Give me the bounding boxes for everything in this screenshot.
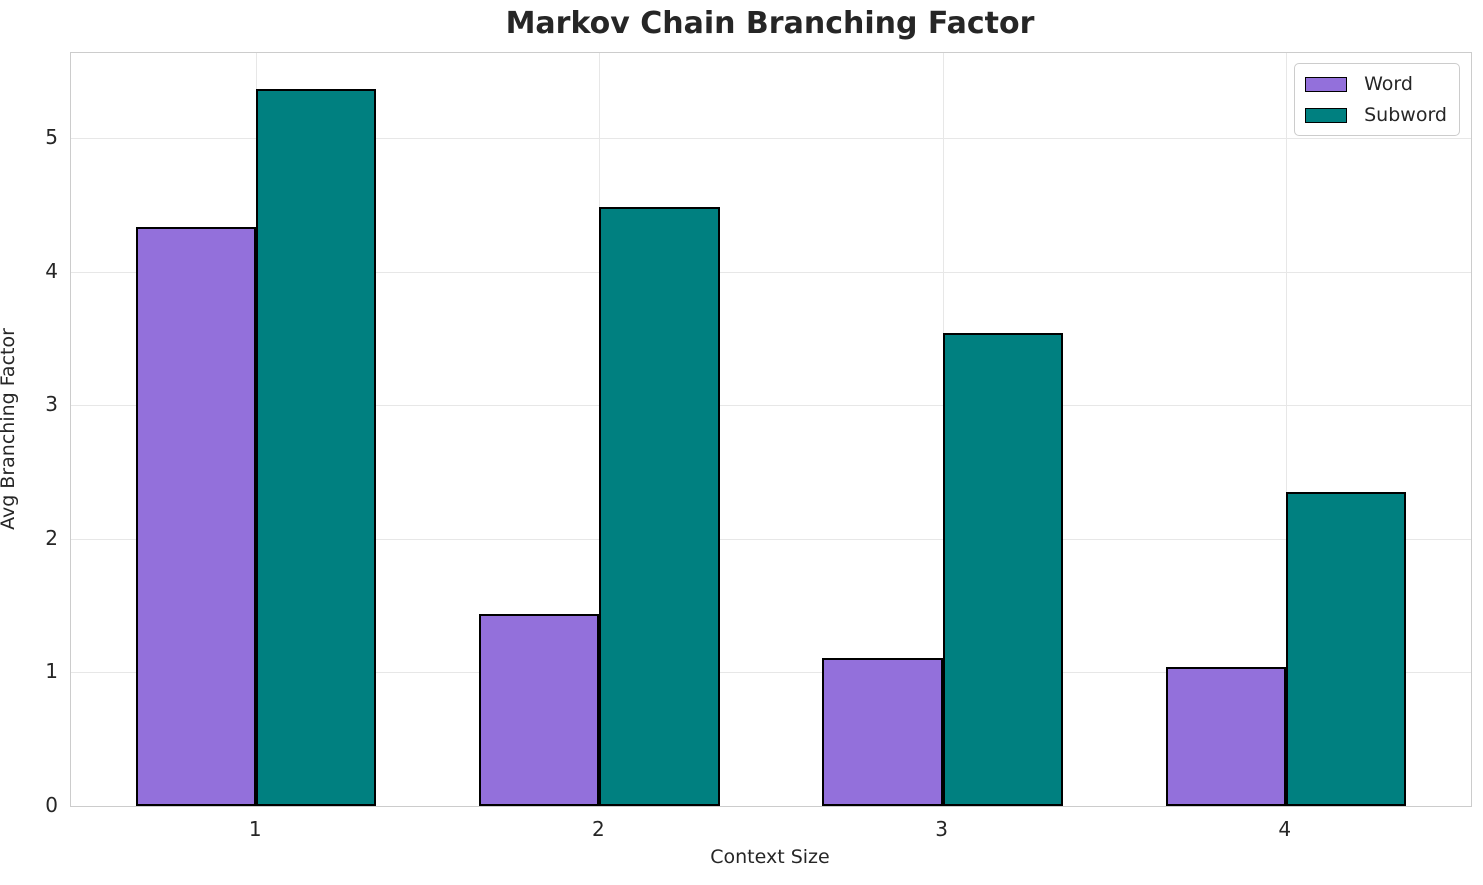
y-tick-label: 1: [45, 659, 58, 684]
legend-swatch-subword: [1305, 107, 1348, 123]
h-gridline: [71, 138, 1471, 140]
bar-word-1: [136, 226, 257, 806]
h-gridline: [71, 538, 1471, 540]
bar-word-2: [479, 613, 600, 806]
bar-word-3: [822, 657, 943, 806]
legend-label-word: Word: [1364, 73, 1413, 95]
y-tick-label: 2: [45, 525, 58, 550]
legend-item-word: Word: [1305, 73, 1447, 95]
y-tick-label: 4: [45, 258, 58, 283]
y-tick-label: 0: [45, 793, 58, 817]
x-axis-label: Context Size: [710, 846, 830, 868]
y-axis-label: Avg Branching Factor: [0, 328, 19, 530]
legend-label-subword: Subword: [1364, 104, 1447, 126]
bar-subword-2: [599, 206, 720, 806]
bar-word-4: [1165, 667, 1286, 806]
legend: Word Subword: [1294, 63, 1460, 136]
v-gridline: [1285, 53, 1287, 806]
legend-item-subword: Subword: [1305, 104, 1447, 126]
legend-swatch-word: [1305, 76, 1348, 92]
y-tick-label: 3: [45, 392, 58, 417]
chart-title: Markov Chain Branching Factor: [505, 6, 1035, 41]
x-tick-label: 2: [592, 817, 605, 841]
y-tick-label: 5: [45, 125, 58, 150]
h-gridline: [71, 271, 1471, 273]
h-gridline: [71, 405, 1471, 407]
bar-subword-3: [942, 333, 1063, 806]
x-tick-label: 4: [1278, 817, 1292, 841]
h-gridline: [71, 672, 1471, 674]
plot-area: Word Subword: [70, 52, 1472, 807]
bar-subword-1: [256, 89, 377, 806]
bar-subword-4: [1285, 492, 1406, 806]
x-tick-label: 3: [935, 817, 948, 841]
x-tick-label: 1: [248, 817, 262, 841]
